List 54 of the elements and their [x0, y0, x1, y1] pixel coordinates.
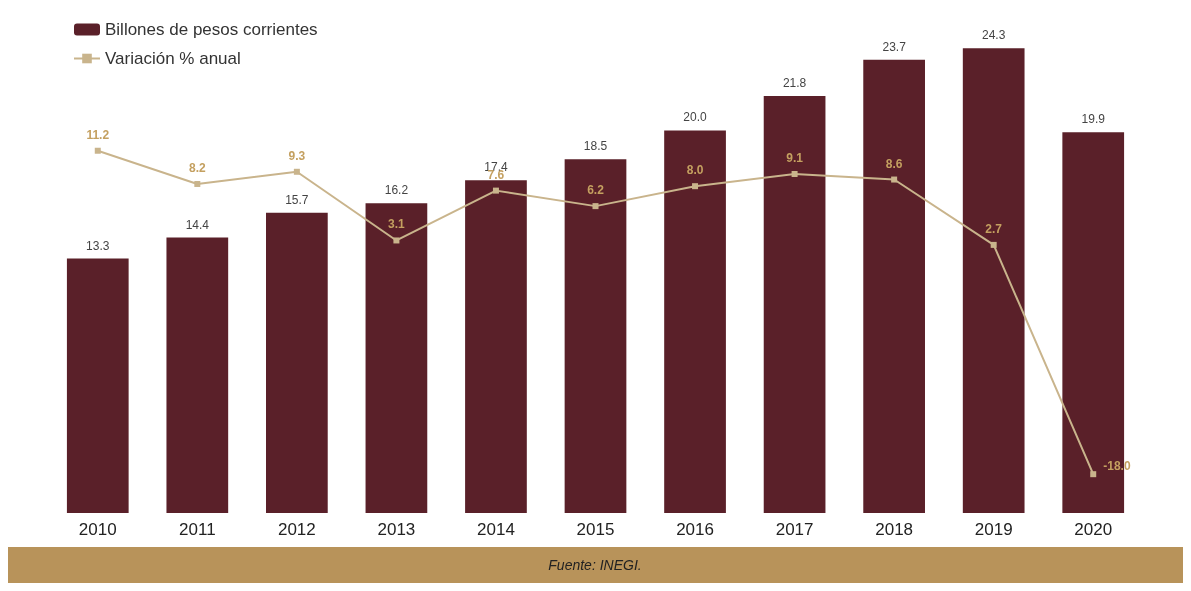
legend-label: Variación % anual: [105, 49, 241, 68]
x-tick-label: 2018: [875, 520, 914, 539]
data-label: 9.3: [288, 148, 306, 163]
point: [990, 241, 997, 248]
point: [891, 176, 898, 183]
bar: [763, 96, 826, 513]
bar: [863, 59, 925, 513]
x-tick-label: 2012: [277, 520, 316, 539]
data-label: 24.3: [982, 28, 1006, 43]
x-tick-label: 2020: [1074, 520, 1113, 539]
bar: [664, 130, 726, 513]
legend-label: Billones de pesos corrientes: [105, 20, 318, 39]
bar: [365, 203, 428, 513]
x-tick-label: 2010: [78, 520, 117, 539]
point: [791, 171, 798, 177]
data-label: 16.2: [384, 183, 409, 198]
x-tick-label: 2014: [477, 520, 515, 539]
bar: [962, 48, 1025, 513]
point: [393, 237, 400, 244]
data-label: 19.9: [1081, 112, 1106, 127]
bar: [266, 212, 328, 513]
point: [592, 203, 599, 210]
bar: [66, 258, 129, 513]
data-label: 14.4: [185, 217, 210, 232]
point: [94, 147, 101, 154]
data-label: 18.5: [583, 139, 608, 154]
x-tick-label: 2011: [179, 520, 216, 539]
data-label: 21.8: [782, 76, 807, 91]
bar: [465, 180, 527, 513]
point: [194, 180, 201, 187]
data-label: 9.1: [786, 151, 804, 165]
data-label: 11.2: [86, 127, 110, 142]
x-tick-label: 2013: [377, 520, 416, 539]
data-label: 6.2: [587, 183, 605, 198]
data-label: 8.6: [885, 156, 903, 171]
point: [492, 187, 499, 194]
x-tick-label: 2017: [775, 520, 814, 539]
data-label: 20.0: [683, 110, 708, 125]
bar: [564, 159, 627, 513]
data-label: 15.7: [285, 192, 309, 207]
data-label: 23.7: [882, 39, 907, 54]
x-tick-label: 2015: [576, 520, 615, 539]
point: [1090, 471, 1097, 478]
data-label: 3.1: [388, 217, 406, 232]
bar: [166, 237, 229, 513]
x-tick-label: 2019: [974, 520, 1013, 539]
point: [692, 183, 699, 190]
point: [293, 168, 300, 175]
x-tick-label: 2016: [676, 520, 714, 539]
source-note: Fuente: INEGI.: [548, 557, 642, 573]
data-label: 2.7: [985, 221, 1003, 236]
data-label: 8.0: [686, 163, 704, 178]
data-label: 8.2: [188, 160, 206, 175]
data-label: 13.3: [86, 238, 110, 253]
